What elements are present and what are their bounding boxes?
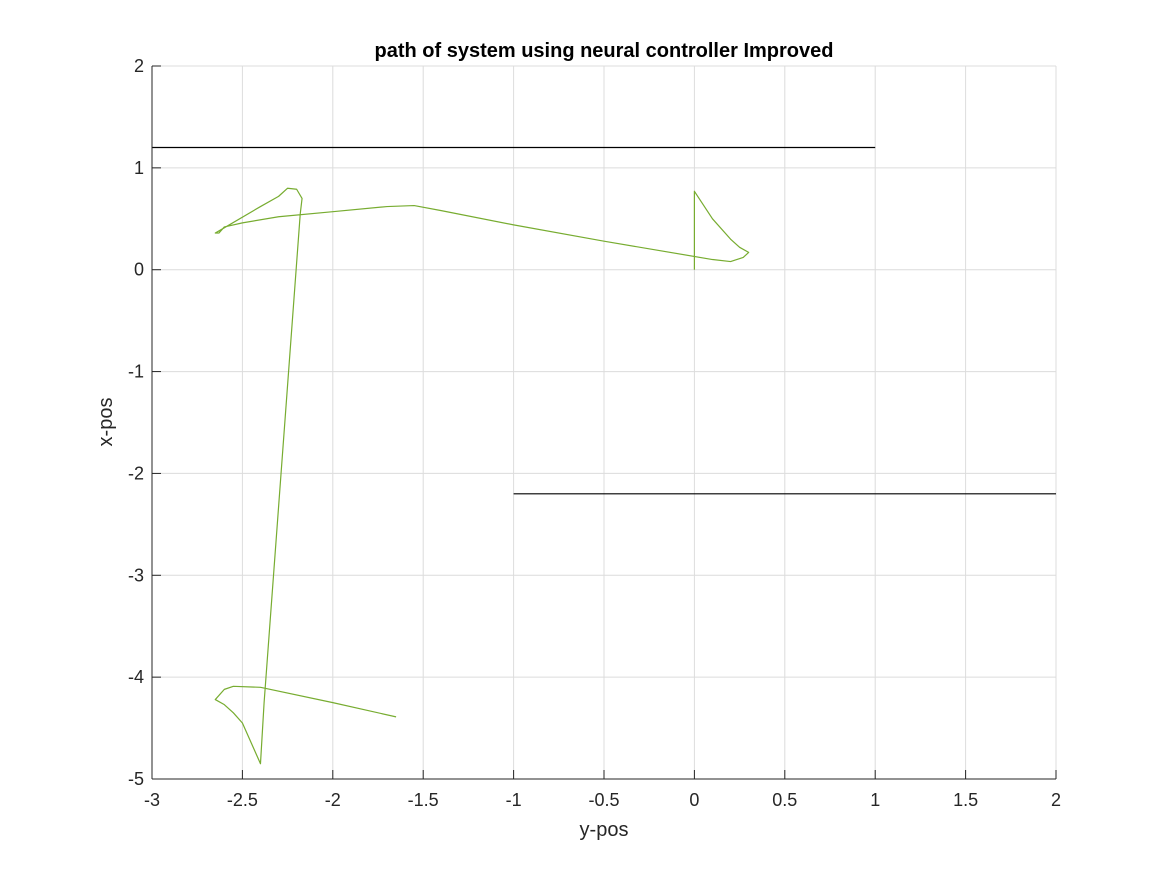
axes bbox=[151, 65, 1057, 780]
x-tick-label: -0.5 bbox=[588, 790, 619, 810]
x-tick-label: 1.5 bbox=[953, 790, 978, 810]
y-tick-label: 2 bbox=[134, 56, 144, 76]
y-tick-label: -5 bbox=[128, 769, 144, 789]
x-tick-label: 0.5 bbox=[772, 790, 797, 810]
series-line-0 bbox=[214, 187, 750, 765]
x-tick-label: 1 bbox=[870, 790, 880, 810]
x-axis-label: y-pos bbox=[580, 819, 629, 841]
x-tick-label: -2 bbox=[325, 790, 341, 810]
y-tick-label: 0 bbox=[134, 260, 144, 280]
y-tick-label: -4 bbox=[128, 667, 144, 687]
x-tick-label: -1 bbox=[506, 790, 522, 810]
x-tick-label: 0 bbox=[689, 790, 699, 810]
x-tick-label: -1.5 bbox=[408, 790, 439, 810]
x-tick-label: 2 bbox=[1051, 790, 1061, 810]
grid bbox=[151, 65, 1057, 780]
plot-series bbox=[152, 146, 1056, 765]
chart-title: path of system using neural controller I… bbox=[375, 40, 834, 62]
y-tick-label: -3 bbox=[128, 565, 144, 585]
y-tick-label: 1 bbox=[134, 158, 144, 178]
tick-labels: -3 -2.5 -2 -1.5 -1 -0.5 0 0.5 1 1.5 2 -5 -4 -3 -2 -1 0 1 2 bbox=[128, 56, 1061, 810]
x-tick-label: -2.5 bbox=[227, 790, 258, 810]
y-tick-label: -2 bbox=[128, 463, 144, 483]
y-axis-label: x-pos bbox=[95, 398, 117, 447]
x-tick-label: -3 bbox=[144, 790, 160, 810]
y-tick-label: -1 bbox=[128, 362, 144, 382]
